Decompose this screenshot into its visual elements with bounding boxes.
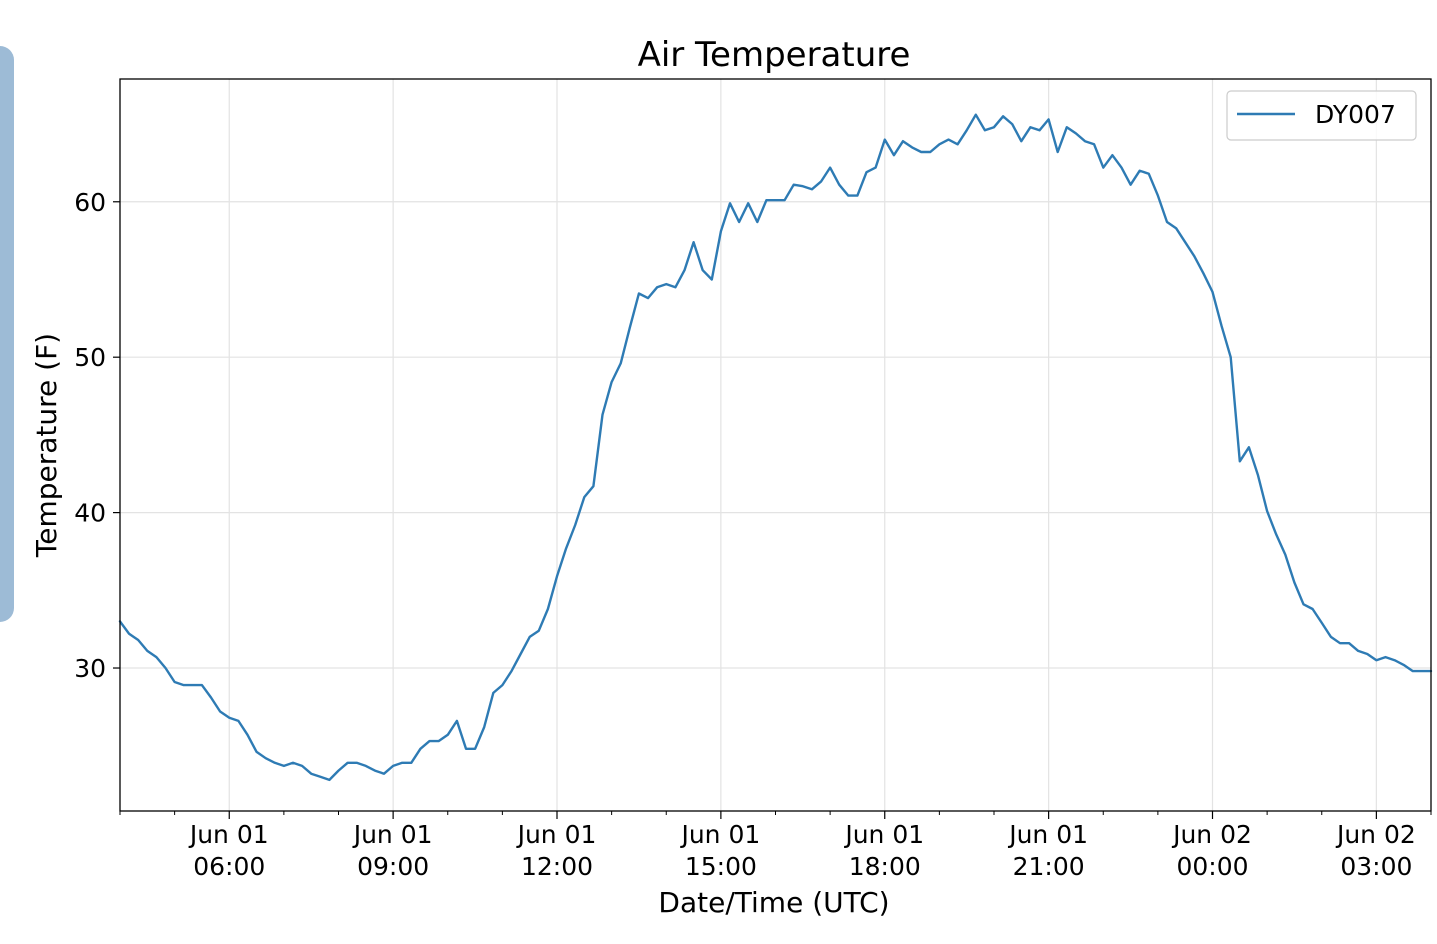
side-panel-tab[interactable]	[0, 46, 14, 622]
y-tick-label: 40	[74, 499, 106, 528]
series-lines	[118, 113, 1433, 782]
legend-label: DY007	[1315, 100, 1396, 129]
x-tick-label-date: Jun 01	[188, 820, 269, 849]
x-tick-label-time: 21:00	[1013, 852, 1085, 881]
x-tick-label-time: 00:00	[1176, 852, 1248, 881]
x-tick-labels: Jun 01 06:00 Jun 01 09:00 Jun 01 12:00 Jun 01 1…	[188, 820, 1416, 881]
x-tick-label-time: 15:00	[685, 852, 757, 881]
legend-box	[1226, 90, 1417, 141]
x-tick-label-time: 03:00	[1340, 852, 1412, 881]
x-tick-label-date: Jun 02	[1335, 820, 1416, 849]
y-tick-label: 60	[74, 188, 106, 217]
legend: DY007	[1226, 90, 1417, 141]
chart-title: Air Temperature	[638, 35, 911, 75]
x-tick-label-date: Jun 01	[516, 820, 597, 849]
x-tick-label-date: Jun 01	[352, 820, 433, 849]
x-tick-label-time: 12:00	[521, 852, 593, 881]
x-tick-label-date: Jun 01	[679, 820, 760, 849]
x-tick-label-time: 18:00	[849, 852, 921, 881]
y-tick-label: 50	[74, 343, 106, 372]
y-axis-label: Temperature (F)	[30, 333, 63, 558]
x-tick-label-time: 06:00	[193, 852, 265, 881]
plot-area-frame	[119, 78, 1432, 812]
x-tick-label-date: Jun 01	[843, 820, 924, 849]
y-tick-labels: 30 40 50 60	[74, 188, 106, 683]
series-line-dy007	[118, 113, 1433, 782]
y-tick-label: 30	[74, 654, 106, 683]
x-tick-label-date: Jun 01	[1007, 820, 1088, 849]
x-tick-label-time: 09:00	[357, 852, 429, 881]
x-axis-label: Date/Time (UTC)	[658, 886, 889, 919]
x-tick-label-date: Jun 02	[1171, 820, 1252, 849]
grid-lines	[120, 79, 1431, 811]
axis-ticks	[113, 201, 1432, 819]
